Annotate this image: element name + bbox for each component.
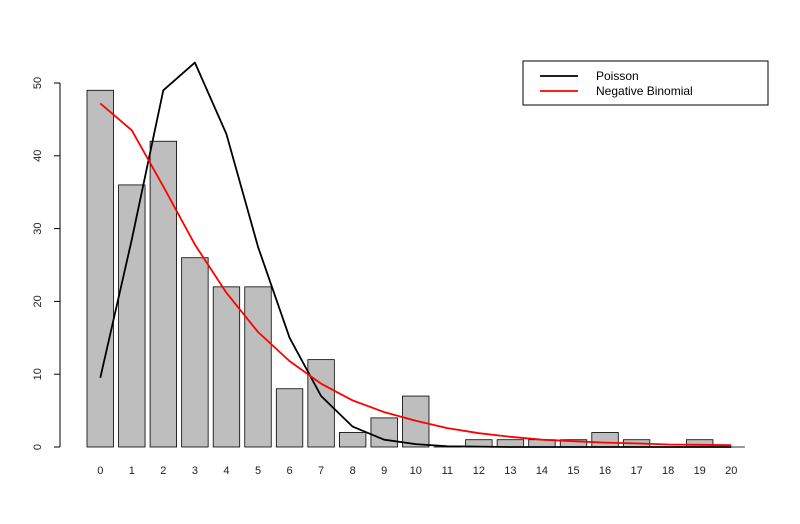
y-tick-label: 0 (32, 444, 44, 450)
legend-label: Negative Binomial (596, 84, 693, 98)
x-tick-label: 0 (97, 465, 103, 477)
bar-6 (275, 388, 304, 448)
x-tick-label: 7 (318, 465, 324, 477)
x-tick-label: 8 (350, 465, 356, 477)
x-tick-label: 15 (567, 465, 579, 477)
x-tick-label: 11 (442, 465, 453, 477)
bar-3 (181, 257, 209, 448)
x-tick-label: 2 (160, 465, 166, 477)
bar-9 (370, 417, 398, 448)
x-tick-label: 10 (410, 465, 422, 477)
line-poisson (99, 61, 732, 448)
bar-19 (686, 439, 714, 448)
x-tick-label: 17 (630, 465, 642, 477)
x-tick-label: 13 (504, 465, 516, 477)
x-tick-label: 18 (662, 465, 674, 477)
y-tick-label: 40 (32, 150, 44, 162)
legend-box (522, 60, 769, 106)
y-tick-label: 20 (32, 295, 44, 307)
bar-5 (244, 286, 272, 448)
x-tick-label: 20 (725, 465, 737, 477)
bar-4 (212, 286, 241, 448)
bar-7 (307, 359, 335, 448)
lines-group (99, 61, 732, 448)
x-tick-label: 14 (536, 465, 548, 477)
bar-0 (86, 89, 114, 448)
bars-group (86, 89, 745, 448)
bar-16 (591, 432, 619, 448)
line-negative-binomial (99, 102, 732, 447)
bar-2 (149, 140, 178, 448)
bar-8 (338, 432, 367, 448)
x-tick-label: 4 (223, 465, 229, 477)
x-tick-label: 5 (255, 465, 261, 477)
y-tick-label: 10 (32, 368, 44, 380)
x-tick-labels: 0 1 2 3 4 5 6 7 8 9 10 11 12 13 14 15 16 17 18 19 20 (97, 465, 737, 477)
x-tick-label: 16 (599, 465, 611, 477)
y-axis: 0 10 20 30 40 50 (32, 77, 61, 450)
bar-1 (118, 184, 146, 448)
legend-label: Poisson (596, 69, 639, 83)
x-tick-label: 1 (129, 465, 135, 477)
x-tick-label: 12 (473, 465, 485, 477)
x-tick-label: 6 (286, 465, 292, 477)
y-tick-label: 30 (32, 222, 44, 234)
bar-13 (496, 439, 525, 448)
x-tick-label: 19 (694, 465, 706, 477)
x-tick-label: 3 (192, 465, 198, 477)
x-tick-label: 9 (381, 465, 387, 477)
y-tick-label: 50 (32, 77, 44, 89)
